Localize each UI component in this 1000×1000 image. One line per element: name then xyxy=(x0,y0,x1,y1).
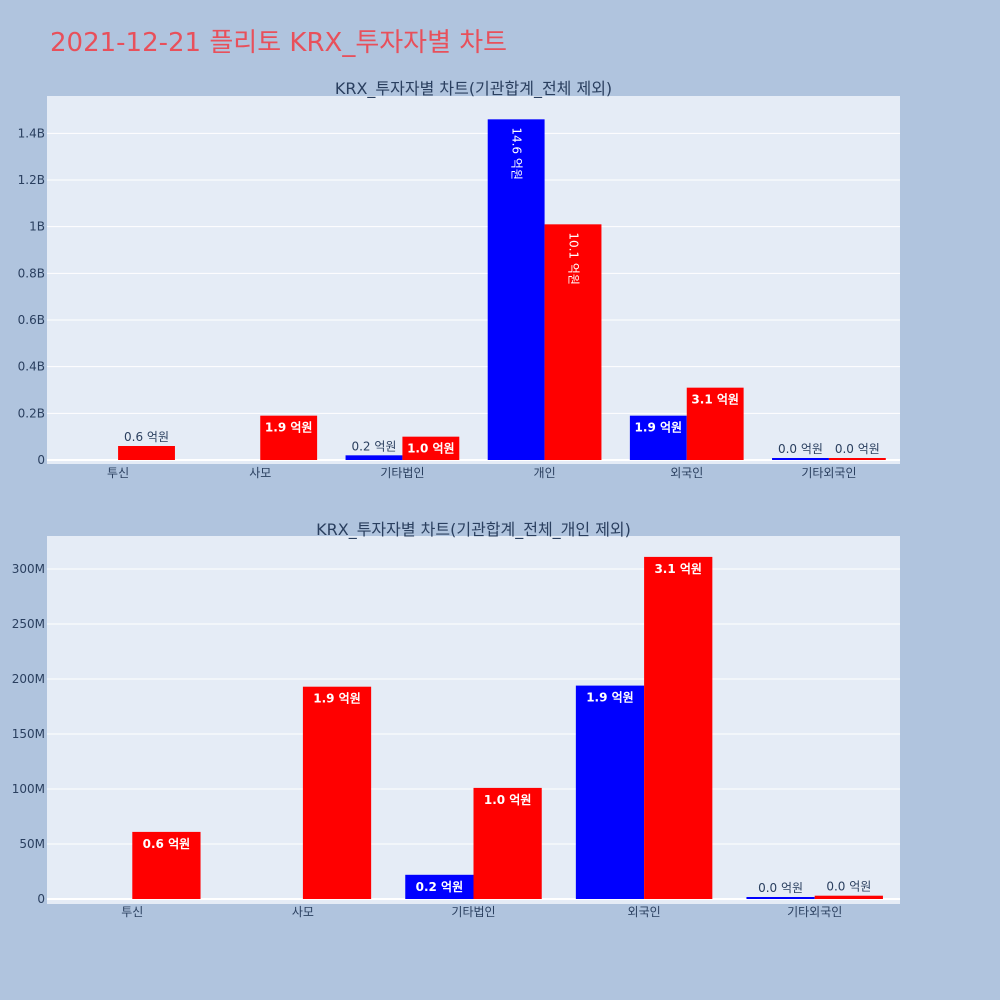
y-tick-label: 200M xyxy=(12,672,45,686)
y-tick-label: 1B xyxy=(29,220,45,234)
chart-2: KRX_투자자별 차트(기관합계_전체_개인 제외) 0 50M 100M 150M 20… xyxy=(12,520,900,919)
bar xyxy=(686,387,744,460)
y-tick-label: 150M xyxy=(12,727,45,741)
page-title: 2021-12-21 플리토 KRX_투자자별 차트 xyxy=(50,28,508,58)
chart-title: KRX_투자자별 차트(기관합계_전체 제외) xyxy=(335,79,612,99)
x-tick-label: 투신 xyxy=(107,466,129,480)
data-label: 0.6 억원 xyxy=(124,430,169,444)
bar xyxy=(814,895,883,899)
data-label: 1.9 억원 xyxy=(635,421,683,435)
x-tick-label: 투신 xyxy=(121,905,143,919)
bar xyxy=(644,556,713,899)
x-tick-label: 기타외국인 xyxy=(801,466,856,480)
x-tick-label: 외국인 xyxy=(628,905,661,919)
bar xyxy=(405,874,474,899)
data-label: 0.0 억원 xyxy=(835,442,880,456)
data-label: 0.2 억원 xyxy=(351,439,396,453)
data-label: 1.0 억원 xyxy=(484,793,532,807)
bar xyxy=(828,458,886,460)
bar xyxy=(473,787,542,899)
data-label: 1.9 억원 xyxy=(313,692,361,706)
x-tick-label: 기타외국인 xyxy=(787,905,842,919)
y-tick-label: 0.6B xyxy=(18,313,45,327)
data-label: 14.6 억원 xyxy=(510,127,524,180)
y-tick-label: 300M xyxy=(12,562,45,576)
y-tick-label: 1.2B xyxy=(18,173,45,187)
y-tick-label: 0 xyxy=(37,892,45,906)
bar xyxy=(629,415,687,460)
y-tick-label: 0.2B xyxy=(18,406,45,420)
data-label: 0.0 억원 xyxy=(826,880,871,894)
data-label: 10.1 억원 xyxy=(567,232,581,285)
data-label: 0.6 억원 xyxy=(143,837,191,851)
y-tick-label: 0.4B xyxy=(18,360,45,374)
bar xyxy=(544,224,602,460)
bar xyxy=(260,415,318,460)
data-label: 1.0 억원 xyxy=(407,442,455,456)
y-tick-label: 1.4B xyxy=(18,126,45,140)
x-tick-label: 사모 xyxy=(292,905,314,919)
data-label: 3.1 억원 xyxy=(654,562,702,576)
data-label: 1.9 억원 xyxy=(586,691,634,705)
y-tick-label: 100M xyxy=(12,782,45,796)
x-tick-label: 개인 xyxy=(534,466,556,480)
x-tick-label: 외국인 xyxy=(670,466,703,480)
chart-1: KRX_투자자별 차트(기관합계_전체 제외) 0 0.2B 0.4B 0.6B 0.8B… xyxy=(18,79,900,480)
x-tick-label: 기타법인 xyxy=(380,466,424,480)
data-label: 3.1 억원 xyxy=(691,393,739,407)
data-label: 0.0 억원 xyxy=(778,442,823,456)
y-tick-label: 50M xyxy=(19,837,45,851)
bar xyxy=(132,831,201,899)
bar xyxy=(746,897,815,899)
y-tick-label: 0.8B xyxy=(18,266,45,280)
bar xyxy=(487,119,545,460)
bar xyxy=(575,685,645,899)
bar xyxy=(118,446,175,460)
plot-area xyxy=(47,96,900,464)
bar xyxy=(345,455,403,460)
data-label: 1.9 억원 xyxy=(265,421,313,435)
chart-title: KRX_투자자별 차트(기관합계_전체_개인 제외) xyxy=(316,520,631,540)
data-label: 0.2 억원 xyxy=(416,880,464,894)
y-tick-label: 0 xyxy=(37,453,45,467)
x-tick-label: 사모 xyxy=(249,466,271,480)
y-tick-label: 250M xyxy=(12,617,45,631)
x-tick-label: 기타법인 xyxy=(451,905,495,919)
data-label: 0.0 억원 xyxy=(758,881,803,895)
bar xyxy=(302,686,372,899)
bar xyxy=(402,436,460,460)
bar xyxy=(772,458,829,460)
